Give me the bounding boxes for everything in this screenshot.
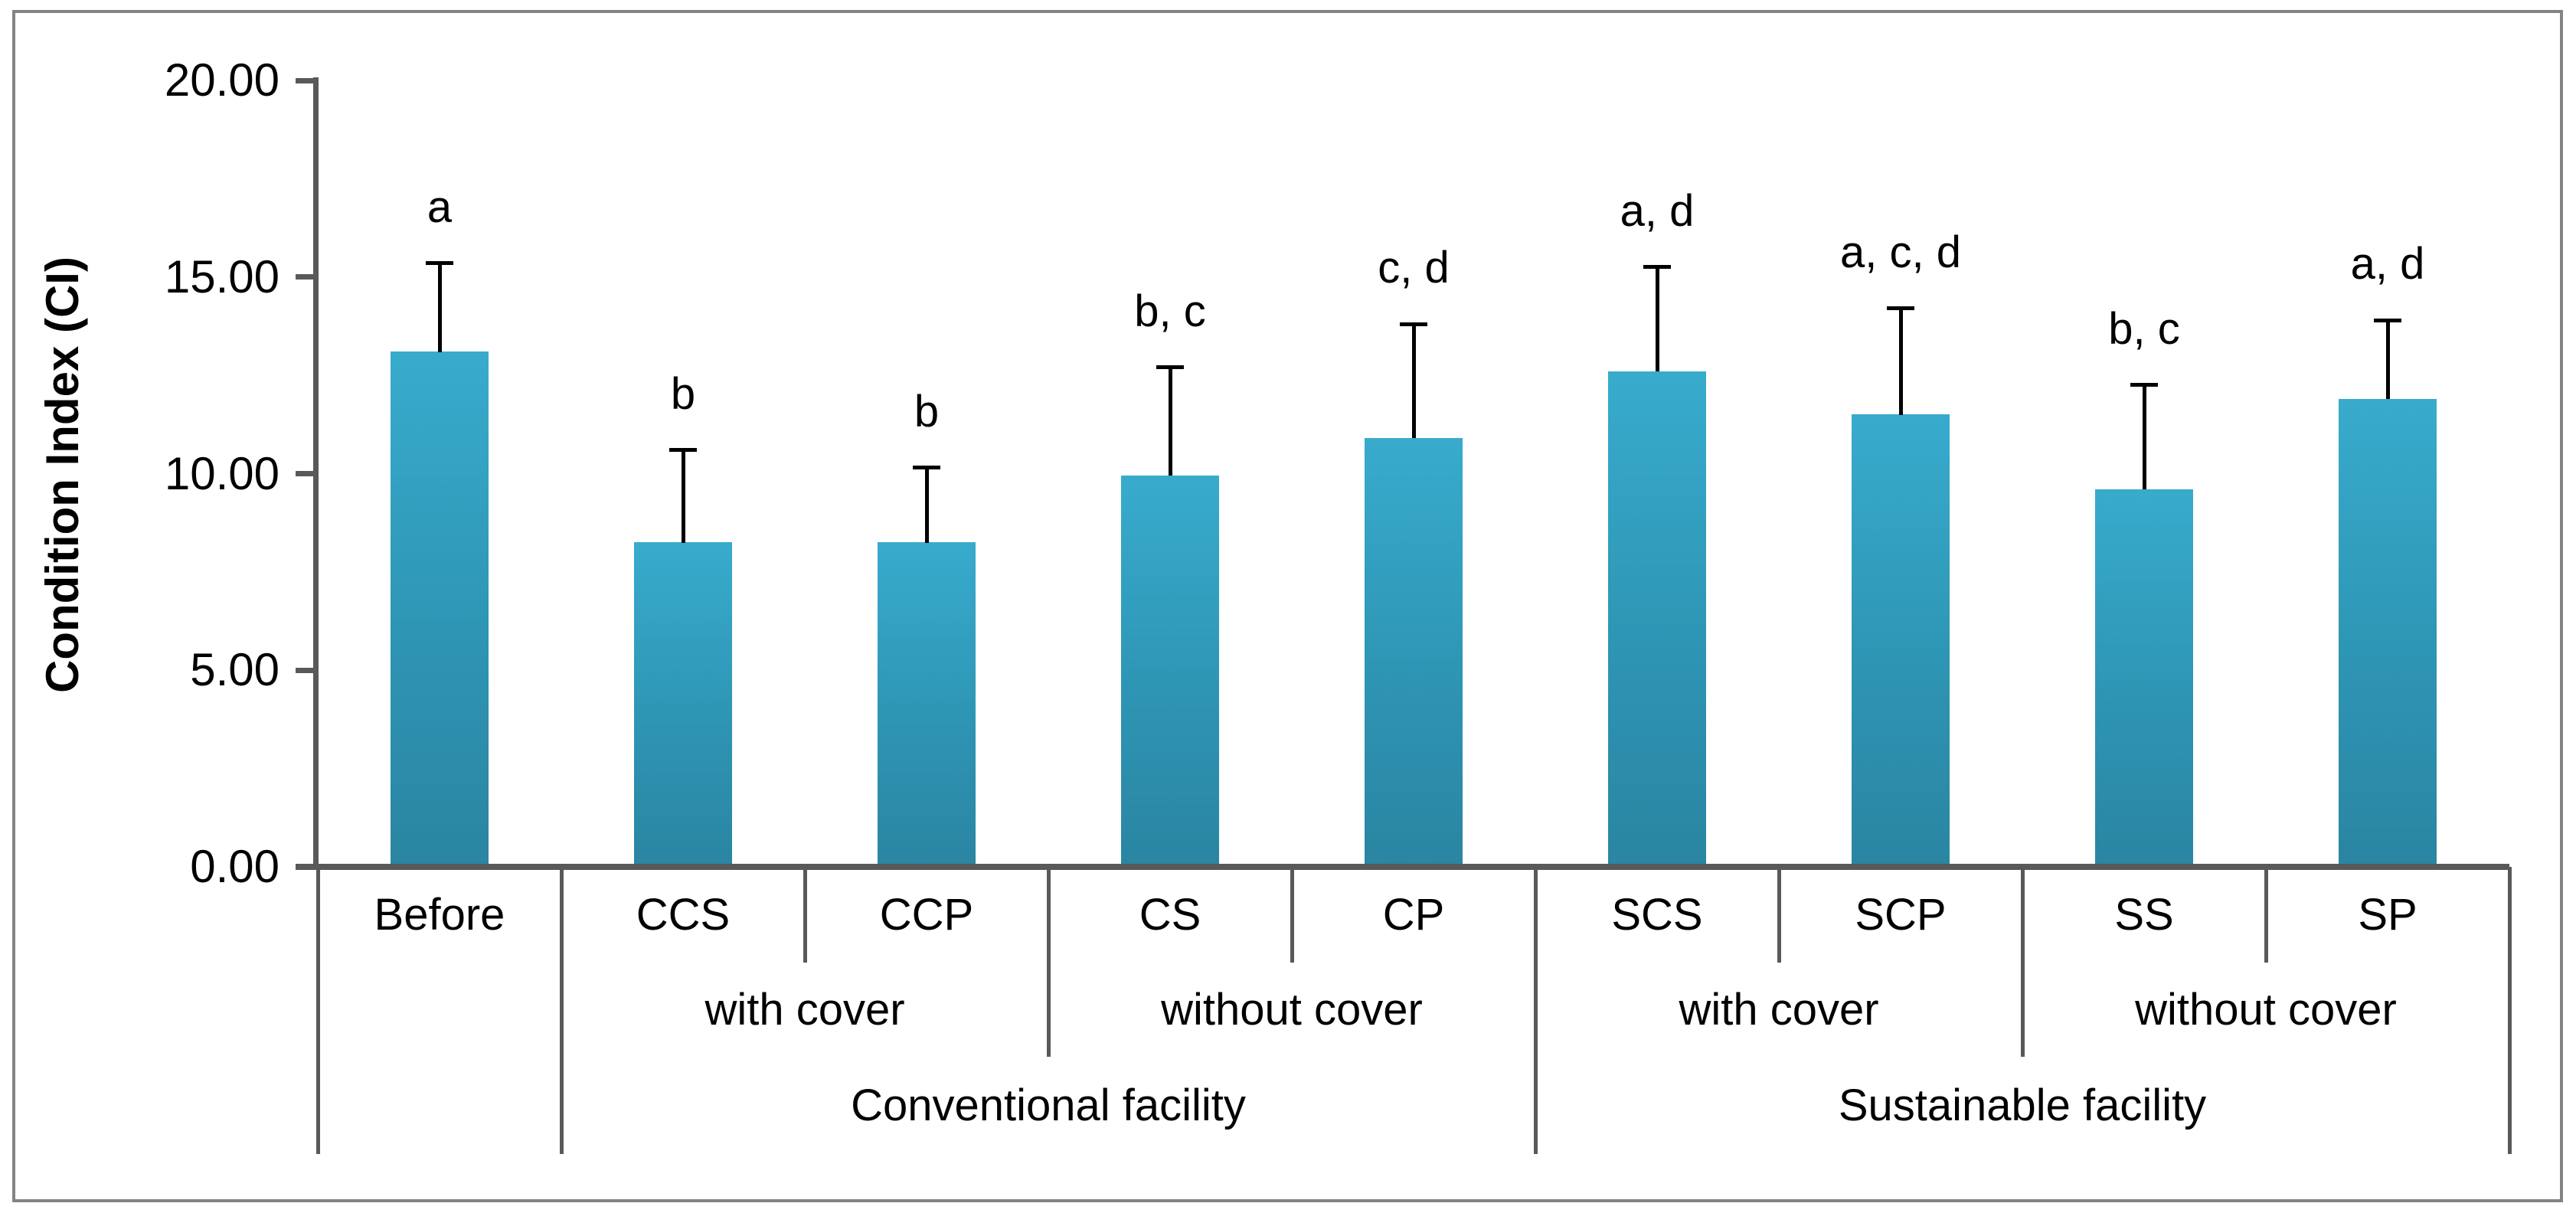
- error-bar-SS: [2143, 385, 2146, 489]
- significance-label-CCS: b: [670, 369, 696, 419]
- category-separator-7: [2021, 867, 2025, 1057]
- facility-label-1: Conventional facility: [851, 1081, 1246, 1130]
- significance-label-SS: b, c: [2108, 304, 2180, 354]
- significance-label-SP: a, d: [2350, 239, 2425, 289]
- category-separator-3: [1047, 867, 1051, 1057]
- bar-SCP: [1852, 414, 1950, 867]
- category-separator-9: [2508, 867, 2512, 1154]
- y-axis-tick-15.00: [296, 274, 318, 280]
- category-label-CP: CP: [1382, 890, 1445, 940]
- category-separator-0: [316, 867, 320, 1154]
- bar-CCP: [878, 542, 976, 867]
- y-tick-label-20.00: 20.00: [164, 54, 280, 106]
- group-label-4: without cover: [2135, 985, 2397, 1035]
- error-bar-cap-SP: [2374, 319, 2401, 322]
- error-bar-CS: [1169, 368, 1172, 476]
- group-label-2: without cover: [1161, 985, 1423, 1035]
- bar-CS: [1121, 476, 1219, 867]
- category-label-CS: CS: [1139, 890, 1201, 940]
- error-bar-Before: [438, 263, 442, 352]
- error-bar-cap-SCP: [1887, 306, 1914, 310]
- error-bar-CP: [1412, 324, 1416, 438]
- facility-label-2: Sustainable facility: [1838, 1081, 2207, 1130]
- y-tick-label-15.00: 15.00: [164, 251, 280, 302]
- y-tick-label-5.00: 5.00: [190, 644, 280, 695]
- category-separator-5: [1534, 867, 1538, 1154]
- significance-label-CP: c, d: [1378, 243, 1450, 293]
- y-axis-tick-0.00: [296, 865, 318, 870]
- significance-label-CS: b, c: [1134, 286, 1206, 336]
- category-separator-4: [1290, 867, 1294, 963]
- group-label-1: with cover: [704, 985, 905, 1035]
- category-label-Before: Before: [374, 890, 505, 940]
- category-label-SS: SS: [2114, 890, 2174, 940]
- error-bar-cap-CS: [1156, 365, 1184, 369]
- error-bar-SP: [2386, 320, 2390, 399]
- significance-label-SCS: a, d: [1620, 186, 1695, 236]
- y-tick-label-0.00: 0.00: [190, 841, 280, 892]
- error-bar-cap-CP: [1400, 322, 1427, 326]
- category-label-CCS: CCS: [636, 890, 731, 940]
- error-bar-CCS: [682, 450, 685, 543]
- bar-SP: [2339, 399, 2437, 867]
- category-label-CCP: CCP: [879, 890, 974, 940]
- y-tick-label-10.00: 10.00: [164, 448, 280, 499]
- category-separator-2: [803, 867, 807, 963]
- category-label-SCP: SCP: [1855, 890, 1947, 940]
- error-bar-cap-SS: [2130, 383, 2158, 387]
- category-label-SP: SP: [2358, 890, 2417, 940]
- error-bar-cap-CCP: [913, 466, 940, 469]
- y-axis-tick-10.00: [296, 471, 318, 476]
- group-label-3: with cover: [1679, 985, 1879, 1035]
- category-label-SCS: SCS: [1611, 890, 1703, 940]
- error-bar-SCP: [1899, 309, 1903, 415]
- bar-Before: [391, 351, 489, 867]
- significance-label-SCP: a, c, d: [1840, 227, 1961, 277]
- error-bar-SCS: [1656, 267, 1659, 371]
- y-axis-tick-5.00: [296, 668, 318, 673]
- error-bar-cap-Before: [426, 261, 453, 265]
- y-axis-tick-20.00: [296, 78, 318, 83]
- error-bar-cap-SCS: [1643, 265, 1671, 269]
- bar-CP: [1365, 438, 1463, 867]
- x-axis-line: [296, 864, 2509, 870]
- error-bar-CCP: [925, 468, 929, 543]
- category-separator-6: [1777, 867, 1781, 963]
- category-separator-8: [2264, 867, 2268, 963]
- error-bar-cap-CCS: [669, 448, 697, 452]
- bar-SS: [2095, 489, 2193, 867]
- bar-SCS: [1608, 371, 1706, 867]
- category-separator-1: [560, 867, 564, 1154]
- bar-CCS: [634, 542, 732, 867]
- significance-label-Before: a: [427, 182, 453, 232]
- significance-label-CCP: b: [914, 387, 940, 436]
